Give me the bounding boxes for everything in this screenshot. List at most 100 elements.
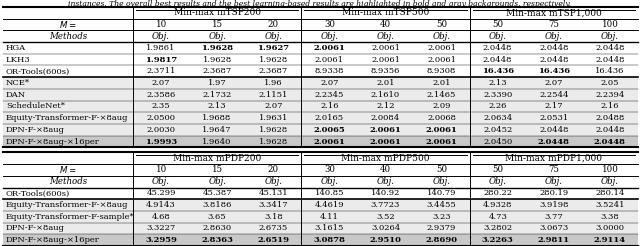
Text: 2.0065: 2.0065 — [314, 126, 345, 134]
Text: 8.9308: 8.9308 — [427, 67, 456, 75]
Text: 2.01: 2.01 — [376, 79, 395, 87]
Text: 2.3586: 2.3586 — [147, 91, 176, 99]
Bar — [3, 112, 638, 124]
Text: 2.0061: 2.0061 — [315, 56, 344, 64]
Text: DPN-F-×8aug-×16per: DPN-F-×8aug-×16per — [6, 138, 100, 146]
Text: 2.0448: 2.0448 — [539, 126, 568, 134]
Text: DPN-F-×8aug: DPN-F-×8aug — [6, 126, 65, 134]
Text: HGA: HGA — [6, 44, 26, 52]
Text: 16.436: 16.436 — [595, 67, 625, 75]
Text: 2.0061: 2.0061 — [427, 44, 456, 52]
Text: 3.4455: 3.4455 — [427, 201, 456, 209]
Text: DPN-F-×8aug-×16per: DPN-F-×8aug-×16per — [6, 236, 100, 244]
Text: Obj.: Obj. — [601, 177, 619, 186]
Text: 2.8363: 2.8363 — [201, 236, 233, 244]
Text: 40: 40 — [380, 20, 391, 29]
Text: Obj.: Obj. — [376, 32, 394, 41]
Text: 2.0084: 2.0084 — [371, 114, 400, 122]
Text: 2.8690: 2.8690 — [426, 236, 458, 244]
Text: 3.9198: 3.9198 — [539, 201, 568, 209]
Text: 2.0030: 2.0030 — [147, 126, 175, 134]
Text: 3.3417: 3.3417 — [259, 201, 288, 209]
Text: 45.131: 45.131 — [259, 189, 288, 197]
Text: Obj.: Obj. — [152, 32, 170, 41]
Text: 2.2345: 2.2345 — [315, 91, 344, 99]
Text: 2.0448: 2.0448 — [539, 44, 568, 52]
Text: 2.9510: 2.9510 — [369, 236, 401, 244]
Text: Obj.: Obj. — [489, 177, 507, 186]
Text: 2.0448: 2.0448 — [483, 56, 513, 64]
Text: 16.436: 16.436 — [538, 67, 570, 75]
Text: 50: 50 — [436, 20, 447, 29]
Text: 15: 15 — [212, 20, 223, 29]
Text: 3.0878: 3.0878 — [314, 236, 346, 244]
Text: 2.0448: 2.0448 — [483, 44, 513, 52]
Text: 2.0488: 2.0488 — [595, 114, 625, 122]
Text: 2.0452: 2.0452 — [483, 126, 513, 134]
Text: 8.9356: 8.9356 — [371, 67, 400, 75]
Text: 2.1151: 2.1151 — [259, 91, 288, 99]
Text: 4.11: 4.11 — [320, 213, 339, 221]
Text: Obj.: Obj. — [545, 177, 563, 186]
Text: 3.2802: 3.2802 — [483, 224, 512, 232]
Text: 1.9628: 1.9628 — [259, 126, 288, 134]
Text: 2.26: 2.26 — [488, 102, 507, 110]
Text: 2.0061: 2.0061 — [314, 44, 346, 52]
Text: Min-max mTSP1,000: Min-max mTSP1,000 — [506, 8, 602, 17]
Text: 2.0448: 2.0448 — [595, 44, 625, 52]
Text: 140.92: 140.92 — [371, 189, 400, 197]
Text: 2.0165: 2.0165 — [315, 114, 344, 122]
Text: 2.12: 2.12 — [376, 102, 395, 110]
Text: 2.0068: 2.0068 — [427, 114, 456, 122]
Text: 140.85: 140.85 — [315, 189, 344, 197]
Text: 50: 50 — [436, 166, 447, 174]
Text: 2.0061: 2.0061 — [369, 126, 401, 134]
Text: Equity-Transformer-F-sample*: Equity-Transformer-F-sample* — [6, 213, 135, 221]
Text: 4.9143: 4.9143 — [146, 201, 176, 209]
Text: 45.299: 45.299 — [147, 189, 176, 197]
Text: Obj.: Obj. — [264, 177, 282, 186]
Text: 2.0450: 2.0450 — [483, 138, 513, 146]
Text: 2.0500: 2.0500 — [147, 114, 175, 122]
Text: 2.13: 2.13 — [208, 102, 227, 110]
Text: 2.9379: 2.9379 — [427, 224, 456, 232]
Text: 2.9114: 2.9114 — [594, 236, 626, 244]
Text: 2.0448: 2.0448 — [595, 126, 625, 134]
Text: 3.0000: 3.0000 — [595, 224, 625, 232]
Text: 75: 75 — [548, 20, 559, 29]
Text: 8.9338: 8.9338 — [315, 67, 344, 75]
Text: ScheduleNet*: ScheduleNet* — [6, 102, 65, 110]
Text: $M=$: $M=$ — [60, 164, 77, 175]
Bar — [3, 211, 638, 223]
Text: Obj.: Obj. — [545, 32, 563, 41]
Text: 2.1465: 2.1465 — [427, 91, 456, 99]
Text: 1.9640: 1.9640 — [202, 138, 232, 146]
Text: Obj.: Obj. — [208, 177, 226, 186]
Text: 3.23: 3.23 — [432, 213, 451, 221]
Text: 2.07: 2.07 — [545, 79, 563, 87]
Bar — [3, 223, 638, 234]
Text: 2.0061: 2.0061 — [427, 56, 456, 64]
Text: Obj.: Obj. — [321, 32, 339, 41]
Text: 2.2544: 2.2544 — [539, 91, 568, 99]
Text: 4.4619: 4.4619 — [315, 201, 344, 209]
Text: Obj.: Obj. — [601, 32, 619, 41]
Text: 3.52: 3.52 — [376, 213, 395, 221]
Text: 2.16: 2.16 — [601, 102, 619, 110]
Text: 3.2263: 3.2263 — [482, 236, 513, 244]
Text: Obj.: Obj. — [489, 32, 507, 41]
Text: Obj.: Obj. — [264, 32, 282, 41]
Text: 1.96: 1.96 — [264, 79, 283, 87]
Text: Obj.: Obj. — [208, 32, 226, 41]
Bar — [3, 89, 638, 101]
Text: 3.1615: 3.1615 — [315, 224, 344, 232]
Bar — [3, 124, 638, 136]
Text: 1.97: 1.97 — [208, 79, 227, 87]
Text: 1.9628: 1.9628 — [201, 44, 233, 52]
Text: Obj.: Obj. — [152, 177, 170, 186]
Text: 40: 40 — [380, 166, 391, 174]
Text: 1.9861: 1.9861 — [147, 44, 176, 52]
Text: 140.79: 140.79 — [427, 189, 456, 197]
Text: 3.38: 3.38 — [600, 213, 620, 221]
Text: 20: 20 — [268, 166, 279, 174]
